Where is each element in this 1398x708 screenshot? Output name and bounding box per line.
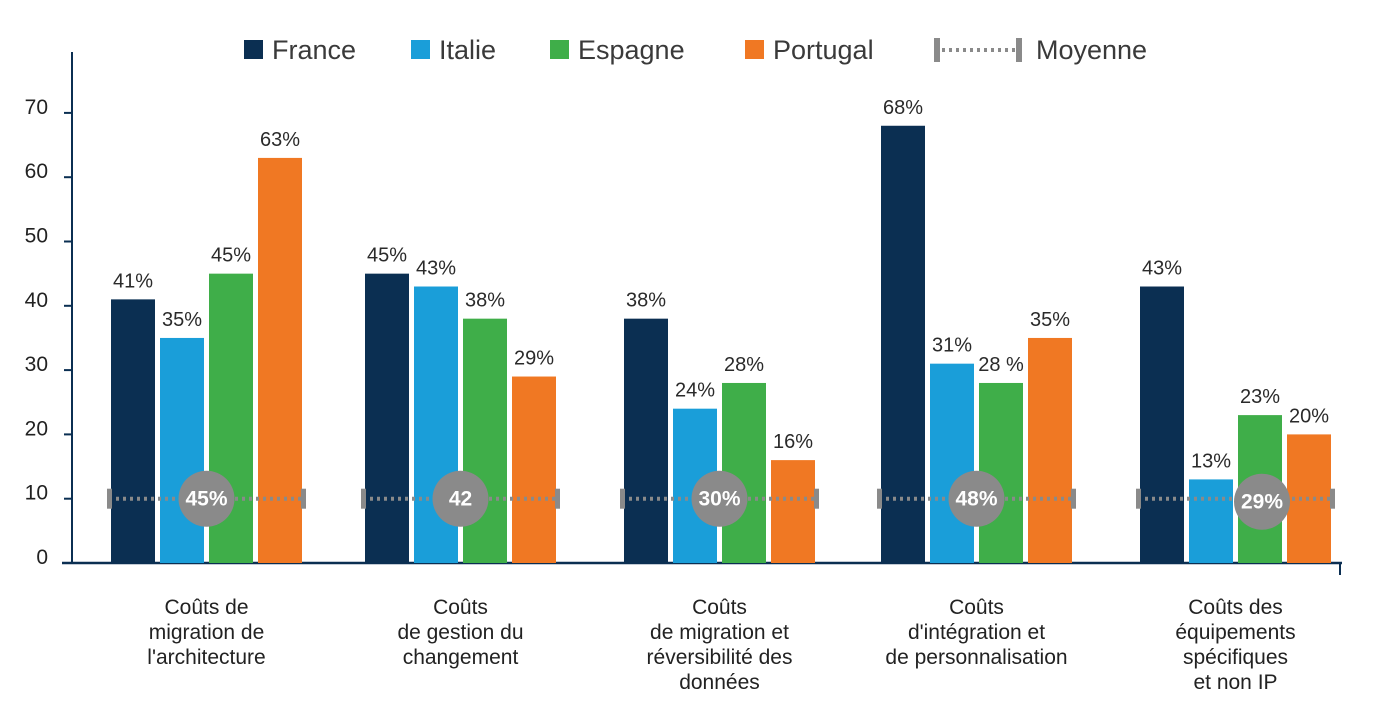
data-label: 29% bbox=[514, 348, 554, 370]
data-label: 43% bbox=[416, 258, 456, 280]
legend-swatch-france bbox=[244, 40, 263, 59]
category-label-line: Coûts bbox=[692, 596, 747, 619]
average-label: 42 bbox=[449, 488, 472, 511]
average-line-cap-right bbox=[814, 488, 819, 509]
data-label: 38% bbox=[626, 290, 666, 312]
average-line-cap-right bbox=[301, 488, 306, 509]
average-badge-2 bbox=[691, 470, 748, 527]
average-badge-0 bbox=[178, 470, 235, 527]
average-line-cap-left bbox=[1136, 488, 1141, 509]
bar-france-1 bbox=[365, 273, 409, 563]
category-label: Coûts des équipements spécifiques et non IP bbox=[1175, 596, 1295, 694]
data-label: 38% bbox=[465, 290, 505, 312]
bar-espagne-1 bbox=[463, 318, 507, 563]
category-label: Coûts d'intégration et de personnalisation bbox=[885, 596, 1067, 669]
category-label-line: spécifiques bbox=[1183, 646, 1288, 669]
bar-portugal-2 bbox=[771, 460, 815, 563]
category-label-line: réversibilité des bbox=[647, 646, 793, 669]
y-tick-label: 60 bbox=[25, 160, 48, 183]
legend-swatch-portugal bbox=[745, 40, 764, 59]
category-label-line: Coûts de bbox=[164, 596, 248, 619]
category-label-line: de personnalisation bbox=[885, 646, 1067, 669]
data-label: 28 % bbox=[978, 354, 1024, 376]
data-label: 13% bbox=[1191, 450, 1231, 472]
category-label-line: de migration et bbox=[650, 621, 789, 644]
bar-portugal-3 bbox=[1028, 337, 1072, 563]
category-label-line: données bbox=[679, 671, 760, 694]
y-tick-label: 40 bbox=[25, 289, 48, 312]
bar-italie-3 bbox=[930, 363, 974, 563]
category-label-line: Coûts bbox=[949, 596, 1004, 619]
category-label-line: équipements bbox=[1175, 621, 1295, 644]
data-label: 45% bbox=[211, 245, 251, 267]
data-label: 20% bbox=[1289, 405, 1329, 427]
data-label: 68% bbox=[883, 97, 923, 119]
bar-france-3 bbox=[881, 125, 925, 563]
average-line-cap-right bbox=[1330, 488, 1335, 509]
legend-label-moyenne: Moyenne bbox=[1036, 35, 1147, 65]
average-label: 48% bbox=[955, 488, 997, 511]
average-line-cap-left bbox=[877, 488, 882, 509]
bar-portugal-0 bbox=[258, 157, 302, 563]
data-label: 24% bbox=[675, 380, 715, 402]
y-tick-label: 10 bbox=[25, 482, 48, 505]
data-label: 45% bbox=[367, 245, 407, 267]
data-label: 23% bbox=[1240, 386, 1280, 408]
bar-italie-4 bbox=[1189, 479, 1233, 563]
y-tick-label: 0 bbox=[36, 546, 48, 569]
legend-label-espagne: Espagne bbox=[578, 35, 685, 65]
y-tick-label: 20 bbox=[25, 417, 48, 440]
category-label-line: migration de bbox=[149, 621, 265, 644]
data-label: 16% bbox=[773, 431, 813, 453]
legend-label-france: France bbox=[272, 35, 356, 65]
legend-label-portugal: Portugal bbox=[773, 35, 874, 65]
average-line-cap-left bbox=[361, 488, 366, 509]
bar-italie-0 bbox=[160, 337, 204, 563]
average-label: 29% bbox=[1241, 491, 1283, 514]
y-tick-label: 70 bbox=[25, 96, 48, 119]
category-label-line: l'architecture bbox=[147, 646, 265, 669]
category-label-line: et non IP bbox=[1193, 671, 1277, 694]
y-tick-label: 30 bbox=[25, 353, 48, 376]
category-label-line: d'intégration et bbox=[908, 621, 1045, 644]
y-tick-label: 50 bbox=[25, 225, 48, 248]
data-label: 63% bbox=[260, 129, 300, 151]
average-line-cap-left bbox=[107, 488, 112, 509]
bar-france-0 bbox=[111, 299, 155, 563]
category-label: Coûts de migration de l'architecture bbox=[147, 596, 265, 669]
legend-swatch-italie bbox=[411, 40, 430, 59]
category-label: Coûts de gestion du changement bbox=[397, 596, 523, 669]
category-label-line: de gestion du bbox=[397, 621, 523, 644]
data-label: 41% bbox=[113, 270, 153, 292]
data-label: 43% bbox=[1142, 258, 1182, 280]
legend-label-italie: Italie bbox=[439, 35, 496, 65]
category-label-line: changement bbox=[403, 646, 519, 669]
average-badge-4 bbox=[1234, 473, 1290, 530]
data-label: 28% bbox=[724, 354, 764, 376]
bar-portugal-1 bbox=[512, 376, 556, 563]
average-label: 45% bbox=[185, 488, 227, 511]
average-line-cap-right bbox=[555, 488, 560, 509]
data-label: 31% bbox=[932, 335, 972, 357]
legend-swatch-espagne bbox=[550, 40, 569, 59]
category-label-line: Coûts des bbox=[1188, 596, 1283, 619]
legend-average-cap-right bbox=[1016, 38, 1022, 62]
average-badge-3 bbox=[948, 470, 1005, 527]
average-line-cap-right bbox=[1071, 488, 1076, 509]
bar-france-4 bbox=[1140, 286, 1184, 563]
legend-average-cap-left bbox=[934, 38, 940, 62]
average-line-cap-left bbox=[620, 488, 625, 509]
data-label: 35% bbox=[162, 309, 202, 331]
average-badge-1 bbox=[432, 470, 489, 527]
category-label: Coûts de migration et réversibilité des don… bbox=[647, 596, 793, 694]
category-label-line: Coûts bbox=[433, 596, 488, 619]
data-label: 35% bbox=[1030, 309, 1070, 331]
bar-france-2 bbox=[624, 318, 668, 563]
average-label: 30% bbox=[698, 488, 740, 511]
